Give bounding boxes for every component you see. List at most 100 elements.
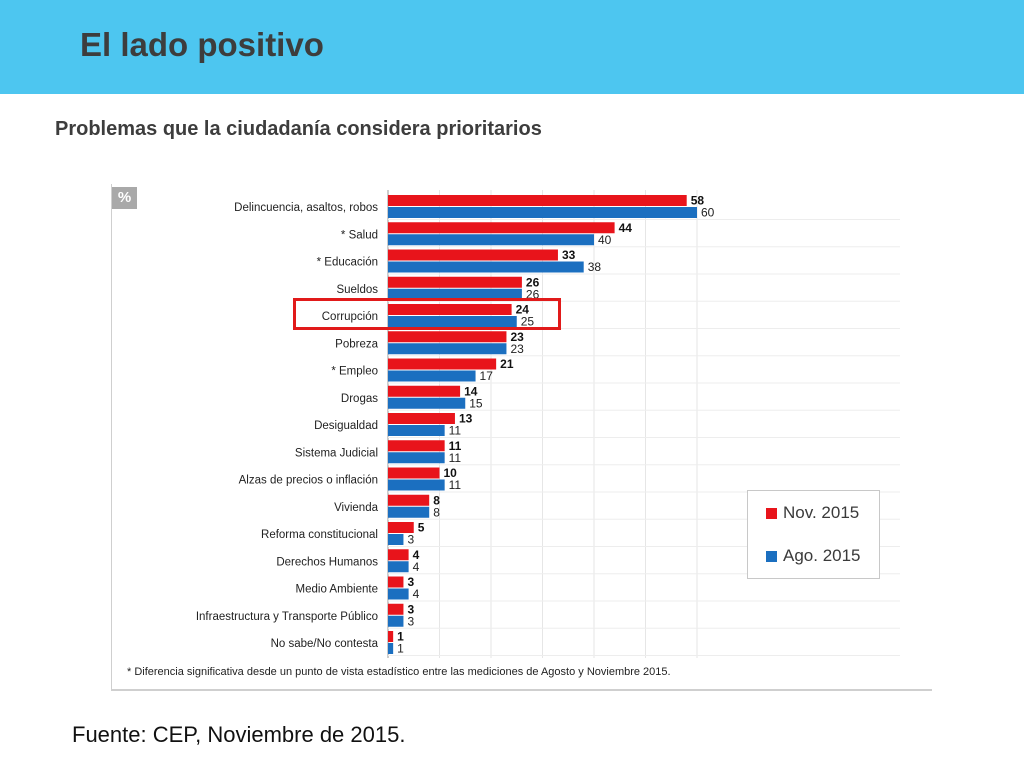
data-label-ago: 15 bbox=[469, 396, 483, 410]
bar-ago bbox=[388, 397, 466, 409]
bar-nov bbox=[388, 358, 497, 370]
legend-label-nov: Nov. 2015 bbox=[783, 503, 860, 522]
data-label-nov: 13 bbox=[459, 412, 473, 426]
bar-nov bbox=[388, 413, 455, 424]
data-label-nov: 14 bbox=[464, 384, 478, 398]
category-label: Derechos Humanos bbox=[276, 556, 378, 568]
bar-ago bbox=[388, 506, 430, 518]
data-label-ago: 8 bbox=[433, 505, 440, 519]
data-label-ago: 11 bbox=[449, 478, 462, 492]
data-label-nov: 33 bbox=[562, 248, 576, 262]
data-label-nov: 44 bbox=[619, 221, 633, 235]
bar-ago bbox=[388, 643, 394, 654]
category-label: Reforma constitucional bbox=[261, 529, 378, 541]
category-label: * Educación bbox=[317, 257, 378, 269]
category-label: Alzas de precios o inflación bbox=[239, 475, 378, 487]
data-label-nov: 8 bbox=[433, 493, 440, 507]
bar-ago bbox=[388, 234, 594, 246]
data-label-ago: 26 bbox=[526, 287, 540, 301]
chart-subtitle: Problemas que la ciudadanía considera pr… bbox=[55, 118, 542, 140]
bar-ago bbox=[388, 588, 409, 600]
bar-nov bbox=[388, 603, 404, 615]
category-label: * Empleo bbox=[331, 366, 378, 378]
data-label-ago: 11 bbox=[449, 424, 462, 438]
data-label-nov: 3 bbox=[407, 602, 414, 616]
bar-nov bbox=[388, 276, 522, 288]
source-note: Fuente: CEP, Noviembre de 2015. bbox=[72, 722, 406, 747]
data-label-ago: 25 bbox=[521, 315, 535, 329]
data-label-ago: 3 bbox=[407, 533, 414, 547]
data-label-ago: 1 bbox=[397, 642, 404, 656]
bar-ago bbox=[388, 534, 404, 545]
data-label-nov: 4 bbox=[413, 548, 420, 562]
data-label-ago: 4 bbox=[413, 587, 420, 601]
category-label: Vivienda bbox=[334, 502, 379, 514]
bar-nov bbox=[388, 222, 615, 234]
bar-ago bbox=[388, 425, 445, 436]
bar-ago bbox=[388, 207, 697, 218]
data-label-ago: 11 bbox=[449, 451, 462, 465]
bar-ago bbox=[388, 615, 404, 627]
legend-item-ago: Ago. 2015 bbox=[766, 546, 861, 566]
data-label-ago: 38 bbox=[588, 260, 602, 274]
bar-nov bbox=[388, 304, 512, 315]
legend-swatch-ago bbox=[766, 550, 777, 562]
category-label: Infraestructura y Transporte Público bbox=[196, 611, 378, 623]
bar-ago bbox=[388, 479, 445, 491]
category-label: Drogas bbox=[341, 393, 378, 405]
data-label-ago: 17 bbox=[480, 369, 494, 383]
bar-ago bbox=[388, 261, 584, 273]
data-label-nov: 21 bbox=[500, 357, 514, 371]
data-label-nov: 10 bbox=[444, 466, 458, 480]
category-label: * Salud bbox=[341, 229, 378, 241]
legend-swatch-nov bbox=[766, 507, 777, 519]
bar-nov bbox=[388, 522, 414, 533]
category-label: Pobreza bbox=[335, 338, 378, 350]
bar-nov bbox=[388, 331, 507, 343]
category-label: Corrupción bbox=[322, 311, 378, 323]
bar-nov bbox=[388, 195, 687, 206]
legend: Nov. 2015 Ago. 2015 bbox=[747, 490, 880, 579]
corruption-highlight bbox=[293, 298, 561, 330]
bar-nov bbox=[388, 467, 440, 479]
bar-nov bbox=[388, 576, 404, 588]
page-title: El lado positivo bbox=[80, 26, 324, 63]
bar-ago bbox=[388, 370, 476, 382]
data-label-nov: 26 bbox=[526, 275, 540, 289]
bar-ago bbox=[388, 561, 409, 573]
data-label-nov: 3 bbox=[407, 575, 414, 589]
bar-ago bbox=[388, 343, 507, 355]
bar-nov bbox=[388, 249, 558, 261]
data-label-nov: 23 bbox=[510, 330, 524, 344]
data-label-ago: 4 bbox=[413, 560, 420, 574]
data-label-nov: 1 bbox=[397, 630, 404, 644]
bar-nov bbox=[388, 494, 430, 506]
data-label-nov: 11 bbox=[449, 439, 462, 453]
category-label: Delincuencia, asaltos, robos bbox=[234, 202, 378, 214]
bar-ago bbox=[388, 316, 517, 327]
bar-nov bbox=[388, 549, 409, 561]
legend-item-nov: Nov. 2015 bbox=[766, 503, 859, 523]
bar-ago bbox=[388, 452, 445, 464]
bar-nov bbox=[388, 440, 445, 452]
legend-label-ago: Ago. 2015 bbox=[783, 546, 861, 565]
bar-nov bbox=[388, 385, 461, 397]
chart-footnote: * Diferencia significativa desde un punt… bbox=[127, 666, 671, 678]
category-label: Sueldos bbox=[336, 284, 378, 296]
data-label-ago: 60 bbox=[701, 206, 715, 220]
data-label-ago: 40 bbox=[598, 233, 612, 247]
data-label-nov: 58 bbox=[691, 194, 705, 208]
data-label-ago: 3 bbox=[407, 614, 414, 628]
bar-nov bbox=[388, 631, 394, 642]
category-label: No sabe/No contesta bbox=[271, 638, 379, 650]
bar-ago bbox=[388, 288, 522, 300]
data-label-ago: 23 bbox=[510, 342, 524, 356]
category-label: Desigualdad bbox=[314, 420, 378, 432]
data-label-nov: 5 bbox=[418, 521, 425, 535]
data-label-nov: 24 bbox=[516, 303, 530, 317]
category-label: Sistema Judicial bbox=[295, 447, 378, 459]
header-bar: El lado positivo bbox=[0, 0, 1024, 94]
unit-badge: % bbox=[112, 187, 137, 209]
category-label: Medio Ambiente bbox=[296, 584, 378, 596]
